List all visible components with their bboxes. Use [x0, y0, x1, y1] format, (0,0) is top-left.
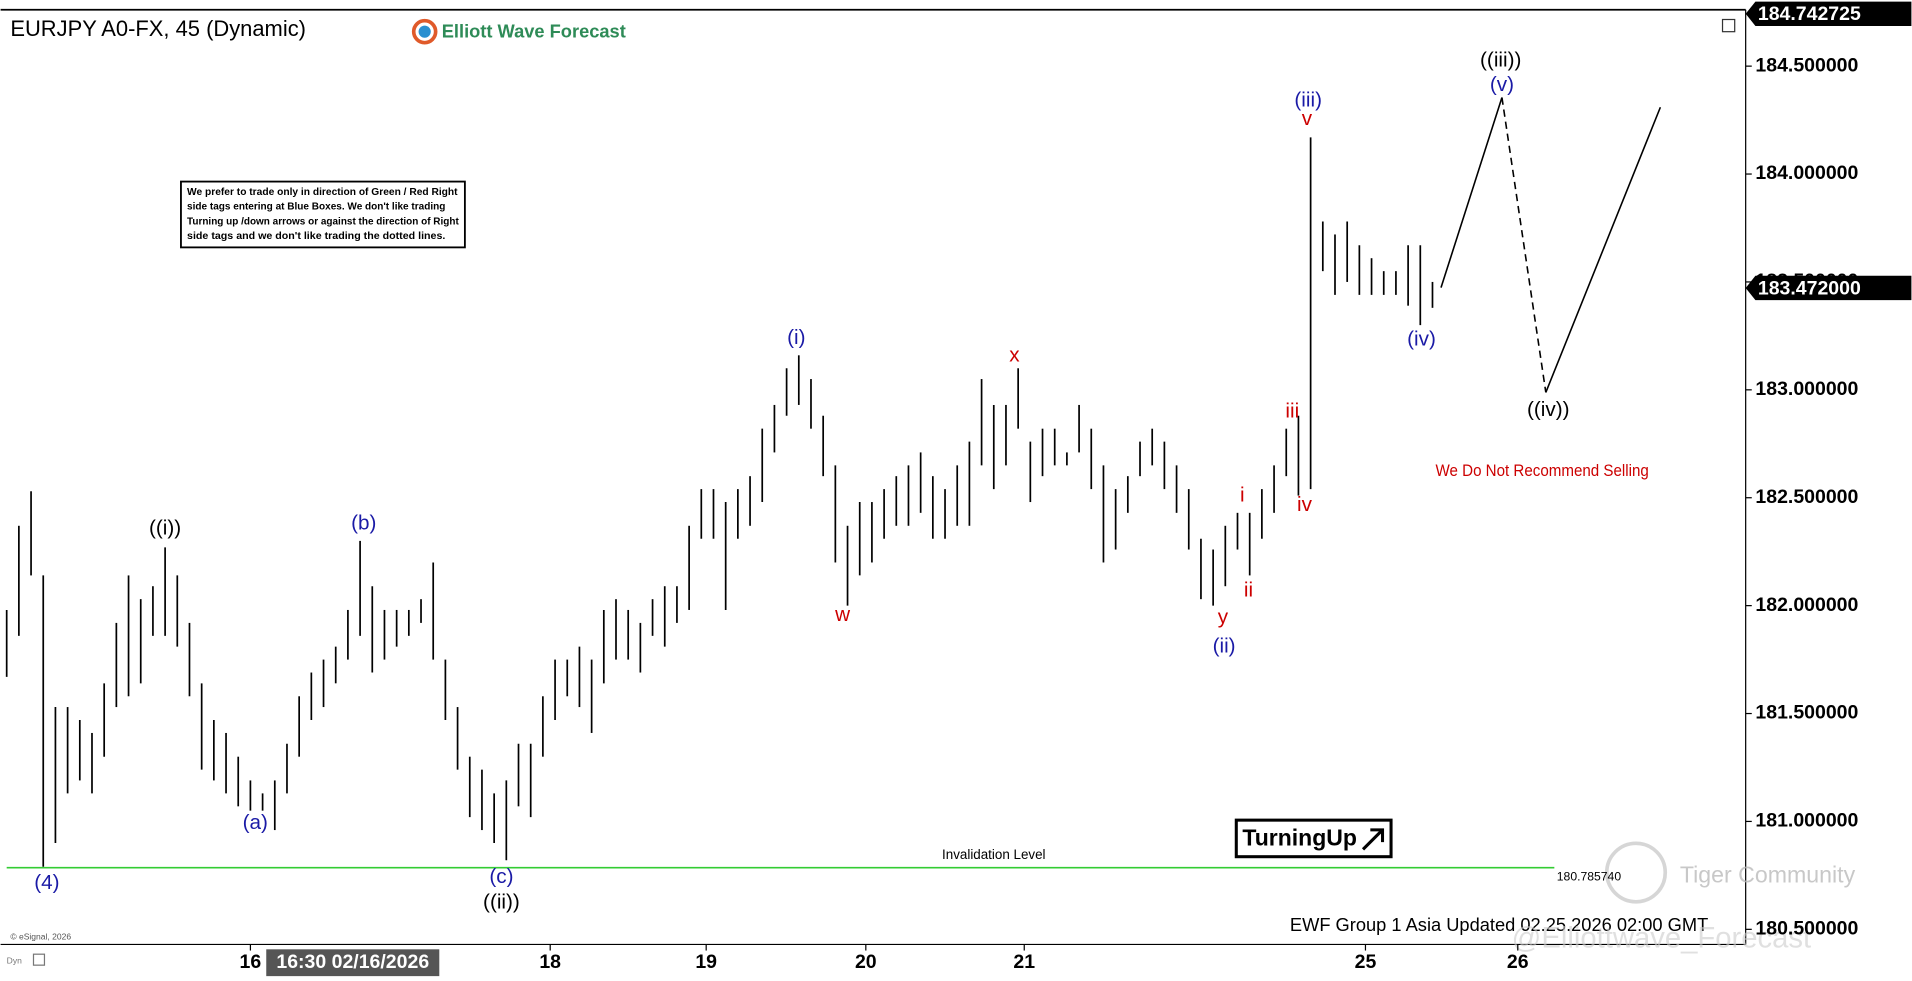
y-tick-label: 182.000000 — [1755, 594, 1858, 616]
y-tick-label: 181.500000 — [1755, 702, 1858, 724]
tag-arrow — [1361, 828, 1384, 851]
crosshair-label: 16:30 02/16/2026 — [276, 951, 429, 973]
x-tick-label: 18 — [539, 951, 561, 973]
wave-label: ((i)) — [149, 516, 181, 539]
wave-label: y — [1218, 605, 1229, 628]
turning-up-tag: TurningUp — [1234, 818, 1393, 859]
brand-logo: Elliott Wave Forecast — [411, 18, 626, 45]
crosshair-box — [266, 949, 440, 977]
projection-leg-dashed — [1501, 97, 1547, 393]
y-tick-label: 184.500000 — [1755, 54, 1858, 76]
price-marker — [1745, 275, 1912, 301]
wave-label: ((iv)) — [1527, 398, 1570, 421]
wave-label: (iv) — [1407, 327, 1436, 350]
wave-label: x — [1009, 343, 1020, 366]
note-box: We prefer to trade only in direction of … — [180, 180, 466, 249]
y-tick-label: 183.000000 — [1755, 378, 1858, 400]
wave-label: iv — [1297, 493, 1313, 516]
note-line: Turning up /down arrows or against the d… — [187, 216, 460, 227]
projection — [1440, 97, 1662, 393]
mode-icon[interactable] — [32, 953, 46, 966]
wave-label: (iii) — [1294, 89, 1322, 112]
tag-frame — [1234, 818, 1393, 859]
wave-label: (a) — [243, 811, 268, 834]
projection-leg — [1545, 106, 1662, 393]
wave-label: (b) — [351, 511, 376, 534]
invalidation-label: Invalidation Level — [942, 847, 1046, 862]
wave-label: ((iii)) — [1480, 48, 1521, 71]
update-text: EWF Group 1 Asia Updated 02.25.2026 02:0… — [1290, 914, 1708, 935]
logo-core — [418, 25, 431, 38]
projection-leg — [1440, 97, 1503, 288]
window-icon[interactable] — [1721, 18, 1736, 33]
y-tick-label: 184.000000 — [1755, 162, 1858, 184]
y-tick-label: 182.500000 — [1755, 486, 1858, 508]
warning-text: We Do Not Recommend Selling — [1436, 461, 1649, 480]
wave-label: v — [1302, 107, 1313, 130]
x-tick-label: 19 — [695, 951, 717, 973]
y-tick-label: 180.500000 — [1755, 917, 1858, 939]
invalidation-value: 180.785740 — [1557, 870, 1622, 884]
wave-label: i — [1240, 483, 1245, 506]
copyright: © eSignal, 2026 — [10, 931, 71, 941]
wave-label: (c) — [489, 865, 513, 888]
tag-text: TurningUp — [1242, 825, 1357, 851]
logo-ring — [411, 18, 438, 45]
wave-label: (i) — [787, 326, 805, 349]
y-tick-label: 181.000000 — [1755, 810, 1858, 832]
x-tick-label: 25 — [1355, 951, 1377, 973]
price-marker-label: 183.472000 — [1758, 277, 1861, 299]
x-tick-label: 16 — [240, 951, 262, 973]
brand-name: Elliott Wave Forecast — [442, 21, 626, 42]
wave-label: (ii) — [1213, 635, 1236, 658]
wave-label: ((ii)) — [483, 890, 520, 913]
wave-label: iii — [1285, 399, 1299, 422]
note-line: We prefer to trade only in direction of … — [187, 187, 458, 198]
note-line: side tags and we don't like trading the … — [187, 231, 446, 242]
note-frame — [180, 180, 466, 249]
mode-label: Dyn — [7, 956, 22, 966]
price-marker — [1745, 1, 1912, 26]
x-tick-label: 21 — [1013, 951, 1035, 973]
x-tick-label: 26 — [1507, 951, 1529, 973]
chart-title: EURJPY A0-FX, 45 (Dynamic) — [10, 16, 306, 41]
note-line: side tags entering at Blue Boxes. We don… — [187, 202, 445, 213]
wave-label: (4) — [34, 871, 59, 894]
watermark: Tiger Community — [1680, 861, 1856, 887]
watermark: @Elliottwave_Forecast — [1512, 922, 1811, 954]
wave-label: ii — [1244, 579, 1253, 602]
price-marker-label: 184.742725 — [1758, 3, 1861, 25]
watermark-logo — [1604, 841, 1668, 904]
x-tick-label: 20 — [855, 951, 877, 973]
wave-label: (v) — [1490, 73, 1514, 96]
wave-label: w — [834, 603, 850, 626]
tag-arrow-head — [1370, 828, 1385, 843]
